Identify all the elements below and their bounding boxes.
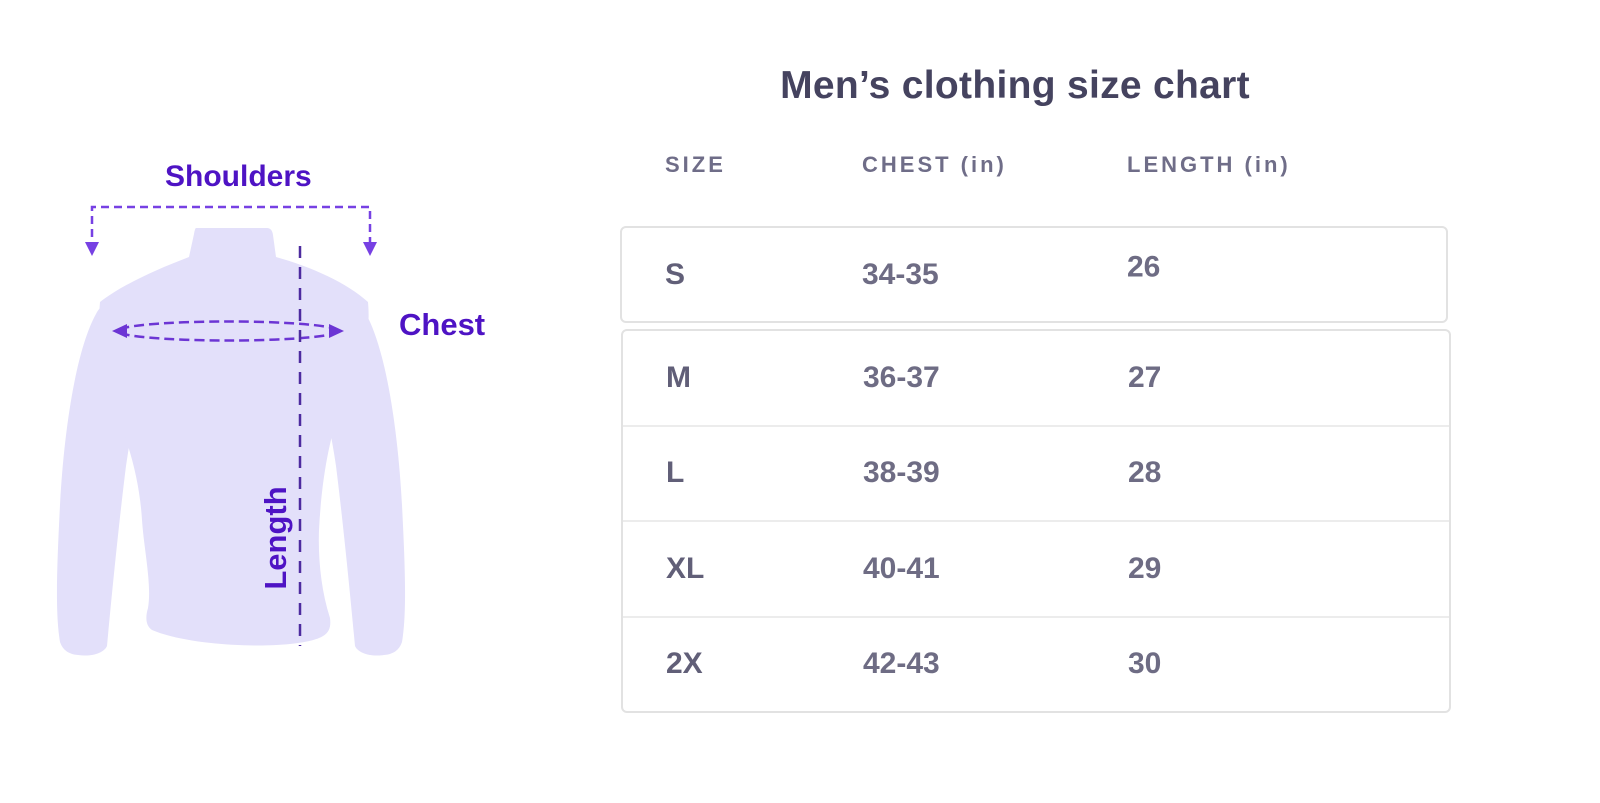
length-cell: 29 (1128, 551, 1162, 585)
chest-label: Chest (399, 307, 486, 342)
chest-cell: 38-39 (863, 456, 940, 490)
chest-cell: 40-41 (863, 551, 940, 585)
size-table-first-box: S 34-35 26 (620, 226, 1448, 323)
table-row: L 38-39 28 (623, 427, 1449, 522)
page-title: Men’s clothing size chart (780, 64, 1250, 107)
length-cell: 28 (1128, 456, 1162, 490)
shirt-right-sleeve (272, 292, 406, 656)
shirt-left-sleeve (56, 292, 190, 656)
shoulders-bracket (90, 205, 372, 250)
chest-cell: 42-43 (863, 647, 940, 681)
shirt-body (98, 228, 369, 646)
shirt-illustration (56, 205, 406, 656)
column-header-size: SIZE (665, 152, 726, 177)
shoulder-arrow-left-icon (85, 242, 99, 256)
column-header-chest: CHEST (in) (862, 152, 1007, 177)
table-row: XL 40-41 29 (623, 522, 1449, 618)
chest-cell: 36-37 (863, 360, 940, 394)
table-row: S 34-35 26 (622, 228, 1446, 321)
chest-arrow-right-icon (329, 324, 344, 338)
size-cell: XL (666, 551, 705, 585)
size-cell: L (666, 456, 685, 490)
shoulder-arrow-right-icon (363, 242, 377, 256)
size-cell: M (666, 360, 691, 394)
length-cell: 30 (1128, 647, 1162, 681)
shoulders-label: Shoulders (165, 160, 312, 193)
size-cell: 2X (666, 647, 703, 681)
size-cell: S (665, 257, 686, 291)
length-cell: 27 (1128, 360, 1162, 394)
size-table-rest-box: M 36-37 27 L 38-39 28 XL 40-41 29 2X 42-… (621, 329, 1451, 713)
chest-arrow-left-icon (112, 324, 127, 338)
table-row: 2X 42-43 30 (623, 618, 1449, 712)
table-row: M 36-37 27 (623, 331, 1449, 427)
chest-cell: 34-35 (862, 257, 939, 291)
table-header-row: SIZE CHEST (in) LENGTH (in) (620, 152, 1450, 182)
column-header-length: LENGTH (in) (1127, 152, 1291, 177)
length-cell: 26 (1127, 250, 1161, 284)
length-label: Length (258, 486, 293, 590)
